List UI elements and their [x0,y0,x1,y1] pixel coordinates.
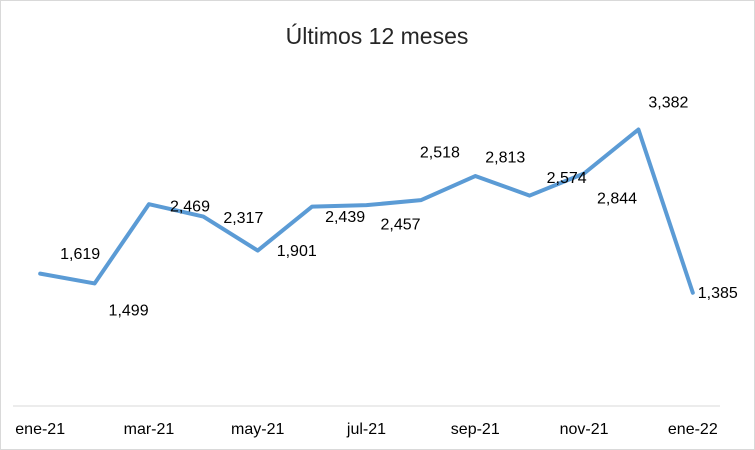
chart-title: Últimos 12 meses [286,23,469,49]
x-tick-label: ene-22 [668,421,718,438]
data-label: 2,844 [597,191,637,208]
data-label: 2,457 [380,216,420,233]
x-tick-label: sep-21 [451,421,500,438]
line [38,127,695,295]
x-tick-label: jul-21 [346,421,386,438]
data-label: 2,813 [485,149,525,166]
x-tick-label: ene-21 [15,421,65,438]
data-label: 2,317 [223,210,263,227]
x-tick-label: nov-21 [560,421,609,438]
data-label: 1,901 [277,243,317,260]
data-label: 3,382 [648,95,688,112]
data-label: 1,619 [60,246,100,263]
data-label: 1,385 [698,285,738,302]
x-tick-label: mar-21 [124,421,175,438]
data-label: 2,439 [325,209,365,226]
data-label: 2,469 [170,198,210,215]
data-label: 2,518 [420,144,460,161]
x-tick-label: may-21 [231,421,284,438]
data-label: 2,574 [547,170,587,187]
data-label: 1,499 [109,303,149,320]
